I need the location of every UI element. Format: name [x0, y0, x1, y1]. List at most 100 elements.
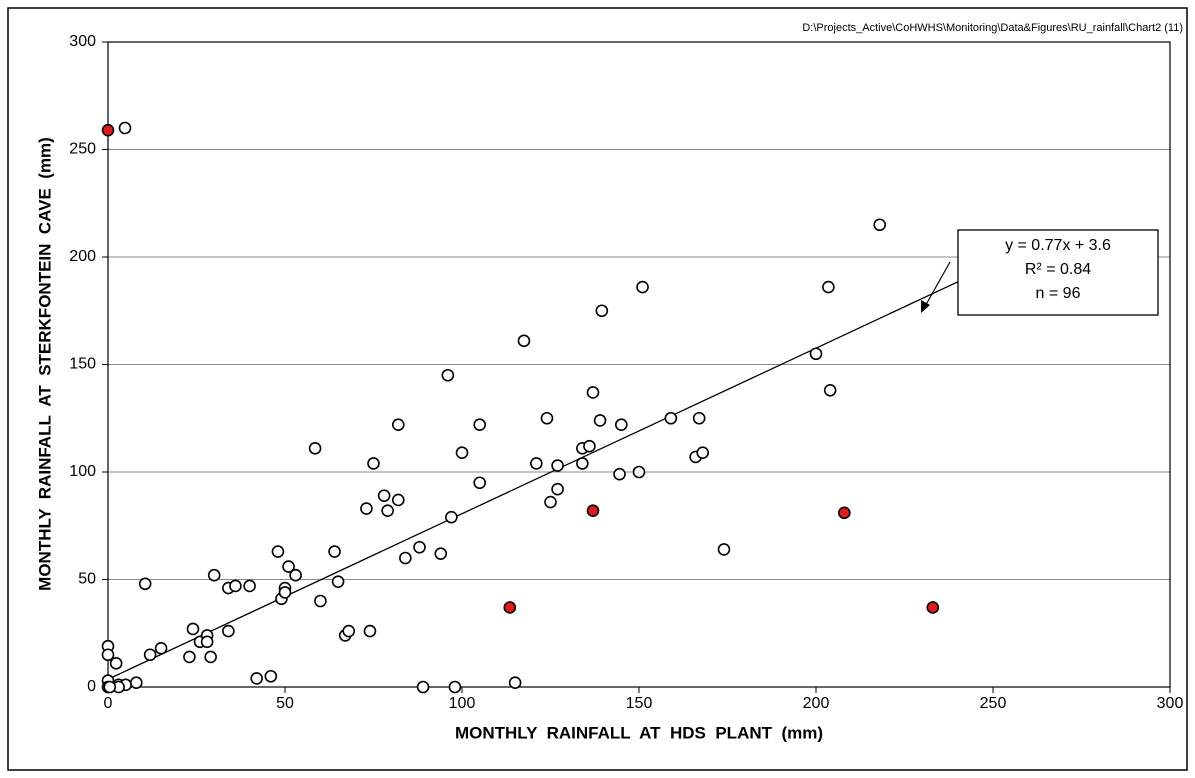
data-point: [530, 457, 543, 470]
annotation-text: y = 0.77x + 3.6: [1005, 237, 1111, 254]
data-point: [101, 648, 115, 662]
data-point: [551, 459, 564, 472]
data-point: [434, 547, 448, 561]
annotation-arrow: [922, 261, 951, 311]
data-point: [328, 545, 341, 558]
x-tick-label: 50: [276, 695, 294, 712]
y-tick-label: 0: [87, 678, 96, 695]
y-tick-label: 300: [69, 33, 96, 50]
data-point: [576, 457, 589, 470]
annotation-box: [957, 229, 1159, 316]
data-point: [243, 579, 256, 593]
data-point: [809, 347, 823, 361]
data-point: [664, 411, 678, 425]
data-point: [118, 121, 132, 135]
data-point: [838, 506, 851, 520]
x-tick-label: 300: [1157, 695, 1184, 712]
data-point: [441, 368, 455, 382]
data-point: [377, 489, 391, 502]
data-point: [692, 411, 706, 425]
annotation: y = 0.77x + 3.6 R² = 0.84 n = 96: [921, 229, 1159, 316]
data-point: [381, 504, 394, 518]
y-tick-label: 150: [69, 356, 96, 373]
data-point: [360, 502, 373, 515]
data-point: [586, 386, 600, 399]
y-tick-label: 50: [78, 571, 96, 588]
data-point: [696, 446, 710, 459]
data-point: [204, 650, 217, 664]
data-point: [473, 476, 487, 490]
data-point: [517, 334, 531, 348]
data-point: [926, 601, 940, 614]
data-point: [250, 672, 263, 685]
data-point: [138, 577, 152, 591]
data-point: [636, 280, 649, 294]
data-point: [583, 439, 596, 453]
data-point: [614, 418, 628, 432]
data-point: [416, 680, 430, 694]
data-point: [278, 586, 292, 599]
data-point: [308, 442, 322, 455]
data-point: [508, 676, 522, 690]
data-point: [455, 446, 469, 459]
data-point: [413, 540, 426, 554]
y-tick-label: 200: [69, 248, 96, 265]
data-point: [289, 568, 302, 582]
data-point: [367, 457, 380, 470]
y-axis-title: MONTHLY RAINFALL AT STERKFONTEIN CAVE (m…: [35, 137, 54, 591]
data-point: [103, 680, 117, 694]
annotation-text: R² = 0.84: [1025, 261, 1091, 278]
y-tick-label: 250: [69, 141, 96, 158]
data-point: [200, 635, 214, 649]
data-point: [540, 411, 554, 425]
x-tick-label: 0: [104, 695, 113, 712]
data-point: [130, 676, 143, 690]
data-point: [823, 383, 837, 397]
data-point: [331, 575, 345, 588]
data-point: [632, 465, 646, 479]
x-tick-label: 100: [449, 695, 476, 712]
y-tick-label: 100: [69, 463, 96, 480]
plot-area: 0 50 100 150 200 250 300 0 50 100 150 200 250 300: [69, 33, 1183, 712]
x-tick-label: 250: [980, 695, 1007, 712]
data-point: [264, 669, 278, 683]
data-point: [143, 648, 157, 662]
data-point: [314, 594, 327, 608]
data-point: [342, 624, 356, 638]
data-point: [717, 543, 731, 556]
data-point: [593, 414, 607, 427]
x-tick-label: 150: [626, 695, 653, 712]
data-point: [109, 657, 123, 670]
data-point: [186, 622, 200, 636]
data-point: [448, 680, 462, 694]
arrow-head: [921, 300, 930, 313]
data-point: [271, 545, 285, 558]
data-point: [551, 482, 564, 496]
data-point: [222, 624, 235, 638]
data-point: [503, 601, 517, 614]
data-point: [391, 493, 405, 507]
plot-border: [107, 41, 1171, 688]
x-tick-label: 200: [803, 695, 830, 712]
data-point: [101, 123, 115, 137]
data-point: [282, 560, 295, 573]
data-point: [445, 510, 458, 524]
data-point: [229, 579, 242, 593]
data-point: [822, 280, 835, 294]
data-point: [154, 641, 168, 655]
data-point: [363, 624, 377, 638]
data-point: [586, 504, 600, 518]
file-path-note: D:\Projects_Active\CoHWHS\Monitoring\Dat…: [802, 22, 1183, 34]
x-axis-title: MONTHLY RAINFALL AT HDS PLANT (mm): [455, 723, 823, 742]
annotation-text: n = 96: [1036, 285, 1081, 302]
data-point: [613, 467, 626, 481]
trendline: [107, 262, 999, 680]
data-point: [399, 551, 412, 565]
data-point: [595, 304, 609, 318]
data-point: [207, 568, 221, 582]
data-point: [873, 218, 887, 232]
data-point: [391, 418, 405, 432]
data-point: [183, 650, 196, 664]
data-point: [473, 418, 487, 432]
